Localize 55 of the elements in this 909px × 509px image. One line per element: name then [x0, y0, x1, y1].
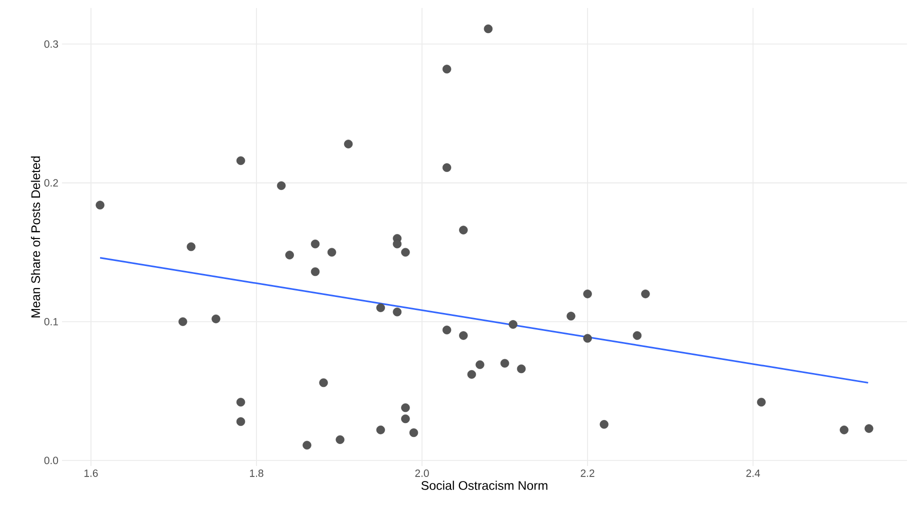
point: [401, 403, 410, 412]
point: [310, 240, 320, 248]
point: [336, 435, 344, 444]
point: [409, 428, 418, 438]
x-tick-label: 2.4: [746, 470, 760, 477]
point: [327, 248, 336, 257]
point: [236, 156, 246, 165]
point: [344, 140, 353, 148]
point: [392, 308, 402, 316]
point: [376, 426, 385, 434]
point: [285, 250, 294, 260]
point: [864, 424, 874, 433]
point: [757, 398, 766, 406]
y-tick-label: 0.3: [44, 40, 58, 48]
point: [583, 334, 592, 343]
y-axis-title: Mean Share of Posts Deleted: [30, 156, 40, 318]
point: [376, 303, 385, 312]
point: [600, 420, 608, 429]
point: [459, 331, 468, 340]
y-tick-label: 0.0: [44, 456, 58, 464]
point: [583, 290, 592, 298]
point: [236, 417, 246, 426]
point: [178, 317, 188, 326]
point: [392, 240, 402, 248]
x-tick-label: 1.8: [250, 470, 264, 477]
point: [302, 440, 312, 450]
point: [508, 320, 518, 329]
point: [459, 226, 468, 234]
point: [442, 64, 452, 74]
point: [517, 364, 526, 374]
point: [276, 181, 286, 190]
point: [632, 331, 642, 340]
point: [467, 370, 476, 379]
point: [566, 312, 576, 320]
x-tick-label: 2.2: [580, 470, 594, 477]
point: [500, 358, 510, 368]
point: [442, 163, 452, 172]
y-tick-label: 0.2: [44, 179, 58, 187]
point: [310, 267, 320, 276]
point: [401, 248, 410, 257]
point: [476, 360, 484, 370]
x-axis-title: Social Ostracism Norm: [421, 480, 548, 490]
point: [319, 378, 328, 388]
point: [236, 398, 246, 406]
point: [484, 24, 493, 34]
point: [442, 326, 452, 334]
point: [186, 242, 196, 252]
y-tick-label: 0.1: [44, 318, 58, 326]
x-tick-label: 2.0: [415, 470, 429, 477]
point: [840, 426, 848, 434]
point: [401, 414, 410, 424]
point: [641, 290, 650, 298]
point: [212, 314, 220, 324]
point: [96, 200, 104, 210]
x-tick-label: 1.6: [84, 470, 98, 477]
